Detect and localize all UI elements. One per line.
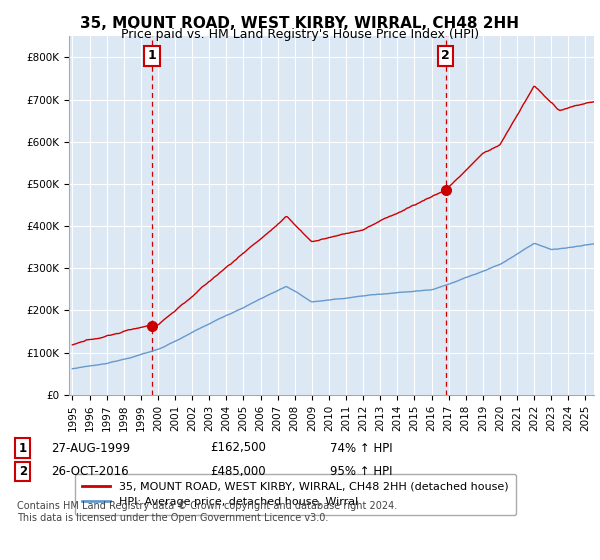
Legend: 35, MOUNT ROAD, WEST KIRBY, WIRRAL, CH48 2HH (detached house), HPI: Average pric: 35, MOUNT ROAD, WEST KIRBY, WIRRAL, CH48… — [74, 474, 517, 515]
Text: 26-OCT-2016: 26-OCT-2016 — [51, 465, 128, 478]
Text: £485,000: £485,000 — [210, 465, 266, 478]
Text: 74% ↑ HPI: 74% ↑ HPI — [330, 441, 392, 455]
Text: 2: 2 — [19, 465, 27, 478]
Text: 2: 2 — [441, 49, 450, 62]
Text: 95% ↑ HPI: 95% ↑ HPI — [330, 465, 392, 478]
Text: Price paid vs. HM Land Registry's House Price Index (HPI): Price paid vs. HM Land Registry's House … — [121, 28, 479, 41]
Text: 1: 1 — [148, 49, 157, 62]
Text: Contains HM Land Registry data © Crown copyright and database right 2024.
This d: Contains HM Land Registry data © Crown c… — [17, 501, 397, 523]
Text: 1: 1 — [19, 441, 27, 455]
Text: 35, MOUNT ROAD, WEST KIRBY, WIRRAL, CH48 2HH: 35, MOUNT ROAD, WEST KIRBY, WIRRAL, CH48… — [80, 16, 520, 31]
Text: 27-AUG-1999: 27-AUG-1999 — [51, 441, 130, 455]
Text: £162,500: £162,500 — [210, 441, 266, 455]
